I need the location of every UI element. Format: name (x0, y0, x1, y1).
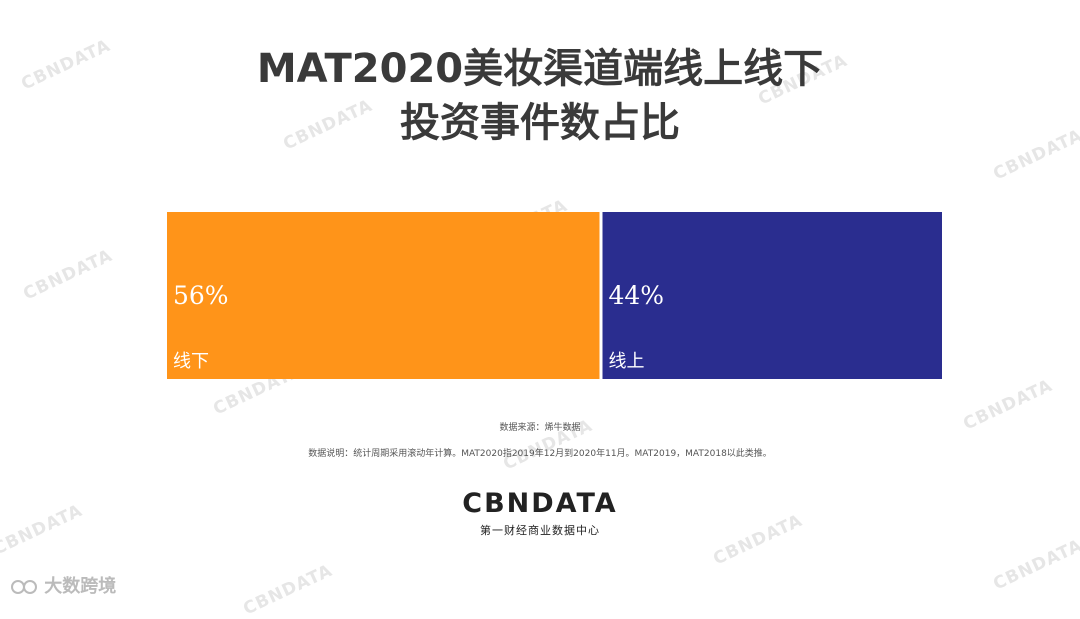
cbndata-logo: CBNDATA (462, 488, 618, 519)
cbndata-logo-subtitle: 第一财经商业数据中心 (480, 524, 600, 537)
bar-segment-2 (602, 212, 942, 379)
note-text: 数据说明：统计周期采用滚动年计算。MAT2020指2019年12月到2020年1… (308, 449, 772, 459)
category-label-2: 线上 (609, 351, 645, 372)
source-text: 数据来源：烯牛数据 (499, 423, 581, 433)
value-label-2: 44% (609, 281, 665, 310)
value-label-1: 56% (173, 281, 229, 310)
brand-eye-icon (11, 580, 37, 594)
category-label-1: 线下 (173, 351, 209, 372)
corner-brand-label: 大数跨境 (44, 576, 117, 597)
corner-brand: 大数跨境 (10, 572, 116, 598)
chart-title-line2: 投资事件数占比 (400, 100, 680, 146)
chart-title-line1: MAT2020美妆渠道端线上线下 (256, 46, 824, 92)
bar-segment-1 (167, 212, 600, 379)
